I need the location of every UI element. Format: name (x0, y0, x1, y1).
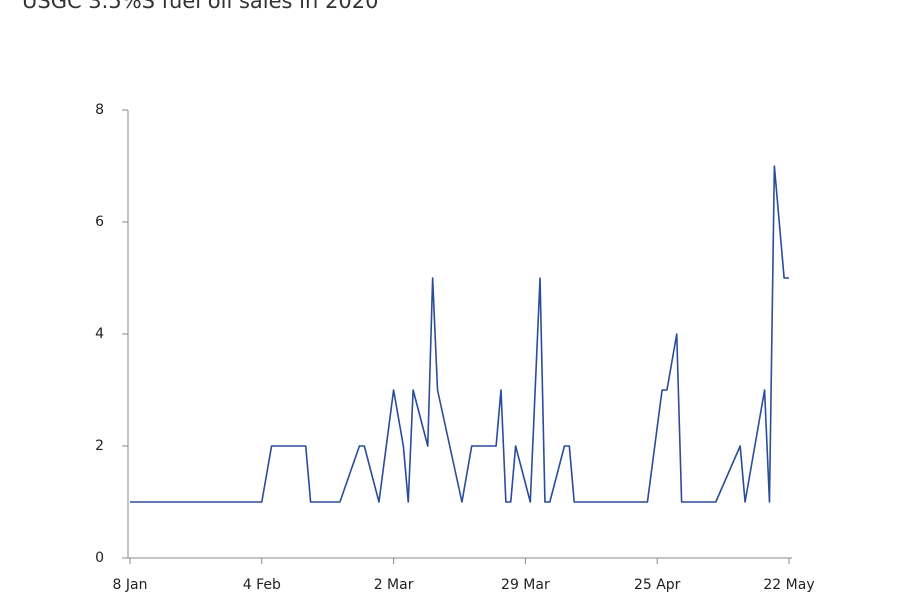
y-tick-label: 6 (95, 214, 104, 230)
y-tick-label: 8 (95, 102, 104, 118)
x-tick-label: 4 Feb (243, 577, 281, 593)
x-tick-label: 22 May (763, 577, 814, 593)
x-tick-label: 2 Mar (374, 577, 414, 593)
x-tick-label: 25 Apr (634, 577, 681, 593)
y-tick-label: 0 (95, 550, 104, 566)
x-tick-label: 29 Mar (501, 577, 550, 593)
y-tick-label: 4 (95, 326, 104, 342)
y-tick-label: 2 (95, 438, 104, 454)
data-line (130, 165, 789, 503)
chart-title: USGC 3.5%S fuel oil sales in 2020 (22, 0, 378, 13)
x-tick-label: 8 Jan (113, 577, 148, 593)
